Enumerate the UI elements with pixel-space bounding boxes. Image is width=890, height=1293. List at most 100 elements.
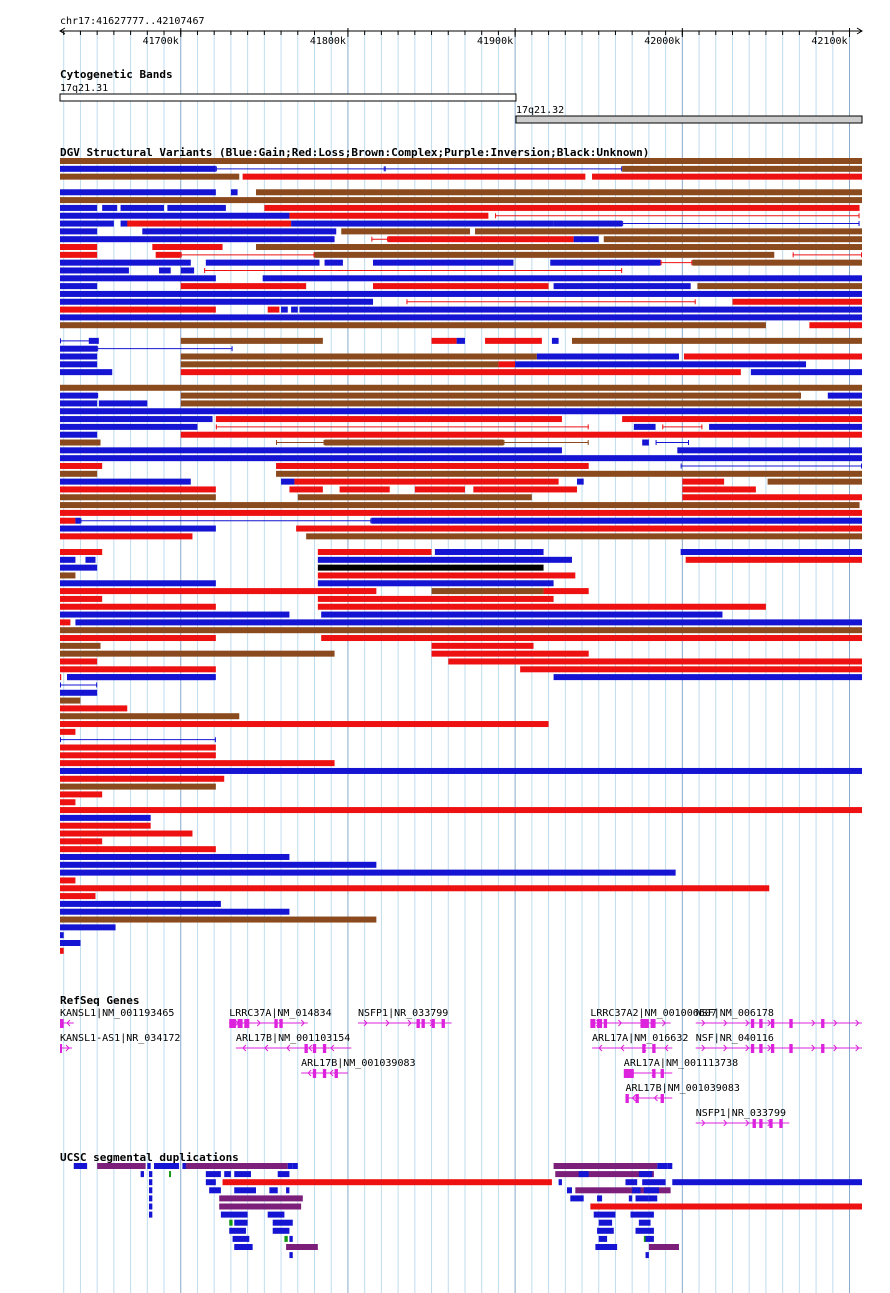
segdup-feature[interactable] [642,1179,666,1186]
segdup-feature[interactable] [558,1179,562,1186]
dgv-variant[interactable] [60,674,62,681]
dgv-variant[interactable] [60,580,216,587]
dgv-variant[interactable] [60,650,335,657]
dgv-variant[interactable] [60,595,103,602]
segdup-feature[interactable] [205,1171,221,1178]
dgv-variant[interactable] [60,775,225,782]
dgv-variant[interactable] [515,361,807,368]
dgv-variant[interactable] [60,658,98,665]
dgv-variant[interactable] [60,924,116,931]
dgv-variant[interactable] [215,416,562,423]
dgv-variant[interactable] [633,423,656,430]
dgv-variant[interactable] [317,564,544,571]
dgv-variant[interactable] [60,423,198,430]
gene-label[interactable]: NSF|NM_006178 [696,1008,774,1019]
gene-model[interactable] [590,1019,671,1028]
dgv-variant[interactable] [456,337,465,344]
gene-label[interactable]: NSFP1|NR_033799 [358,1008,448,1019]
dgv-variant[interactable] [431,650,589,657]
dgv-variant[interactable] [291,306,298,313]
segdup-feature[interactable] [229,1227,246,1234]
segdup-feature[interactable] [148,1203,153,1210]
dgv-variant[interactable] [299,306,862,313]
gene-label[interactable]: ARL17B|NM_001039083 [301,1058,415,1069]
dgv-variant[interactable] [692,259,862,266]
dgv-variant[interactable] [120,220,129,227]
gene-model[interactable] [623,1069,673,1078]
segdup-feature[interactable] [292,1163,298,1169]
dgv-variant[interactable] [60,165,216,172]
dgv-track[interactable] [60,158,863,954]
dgv-variant[interactable] [281,478,295,485]
segdup-feature[interactable] [234,1219,248,1226]
segdup-feature[interactable] [566,1187,572,1194]
dgv-variant[interactable] [371,517,862,524]
dgv-variant[interactable] [155,251,181,258]
dgv-variant[interactable] [276,462,589,469]
gene-label[interactable]: ARL17A|NM_001113738 [624,1058,738,1069]
dgv-variant[interactable] [373,259,514,266]
dgv-variant[interactable] [680,549,862,555]
dgv-variant[interactable] [60,212,290,219]
dgv-variant[interactable] [553,674,862,681]
dgv-variant[interactable] [576,478,584,485]
segdup-feature[interactable] [643,1235,648,1242]
dgv-variant[interactable] [242,173,586,180]
dgv-variant[interactable] [180,361,499,368]
dgv-variant[interactable] [60,932,64,939]
segdup-feature[interactable] [643,1187,659,1194]
segdup-feature[interactable] [220,1211,248,1218]
dgv-variant[interactable] [622,416,862,423]
dgv-variant[interactable] [180,353,537,360]
dgv-variant[interactable] [75,517,81,524]
gene-model[interactable] [60,1044,73,1053]
dgv-variant[interactable] [324,259,343,266]
dgv-variant[interactable] [60,486,216,493]
gene-label[interactable]: NSFP1|NR_033799 [696,1108,786,1119]
dgv-variant[interactable] [60,900,221,907]
dgv-variant[interactable] [553,283,691,290]
dgv-variant[interactable] [297,494,532,501]
dgv-variant[interactable] [321,611,723,618]
dgv-variant[interactable] [60,416,213,423]
segdup-feature[interactable] [229,1219,233,1226]
segdup-feature[interactable] [234,1187,256,1194]
gene-model[interactable] [357,1019,452,1028]
dgv-variant[interactable] [230,189,238,196]
segdup-feature[interactable] [570,1195,584,1202]
dgv-variant[interactable] [60,478,191,485]
gene-model[interactable] [625,1094,673,1103]
dgv-variant[interactable] [142,228,337,235]
dgv-variant[interactable] [60,830,193,837]
dgv-variant[interactable] [60,807,862,814]
gene-label[interactable]: ARL17B|NM_001103154 [236,1033,350,1044]
dgv-variant[interactable] [448,658,862,665]
gene-label[interactable]: KANSL1|NM_001193465 [60,1008,174,1019]
dgv-variant[interactable] [255,189,862,196]
gene-label[interactable]: NSF|NR_040116 [696,1033,774,1044]
cytoband[interactable] [59,93,517,102]
dgv-variant[interactable] [682,478,725,485]
dgv-variant[interactable] [120,204,165,211]
dgv-variant[interactable] [60,549,103,555]
dgv-variant[interactable] [553,220,623,227]
segdup-feature[interactable] [232,1235,250,1242]
dgv-variant[interactable] [60,400,98,407]
dgv-variant[interactable] [262,275,862,282]
segdup-feature[interactable] [635,1195,649,1202]
dgv-variant[interactable] [536,353,679,360]
dgv-variant[interactable] [60,588,377,595]
dgv-variant[interactable] [60,228,98,235]
segdup-feature[interactable] [289,1252,293,1259]
segdup-feature[interactable] [148,1195,153,1202]
dgv-variant[interactable] [431,642,534,649]
dgv-variant[interactable] [60,947,64,954]
dgv-variant[interactable] [60,783,216,790]
dgv-variant[interactable] [683,353,862,360]
dgv-variant[interactable] [732,298,862,305]
dgv-variant[interactable] [60,642,101,649]
dgv-variant[interactable] [317,549,432,555]
cytoband-track-title[interactable]: Cytogenetic Bands [60,68,173,81]
segdup-feature[interactable] [148,1179,153,1186]
dgv-variant[interactable] [289,486,323,493]
